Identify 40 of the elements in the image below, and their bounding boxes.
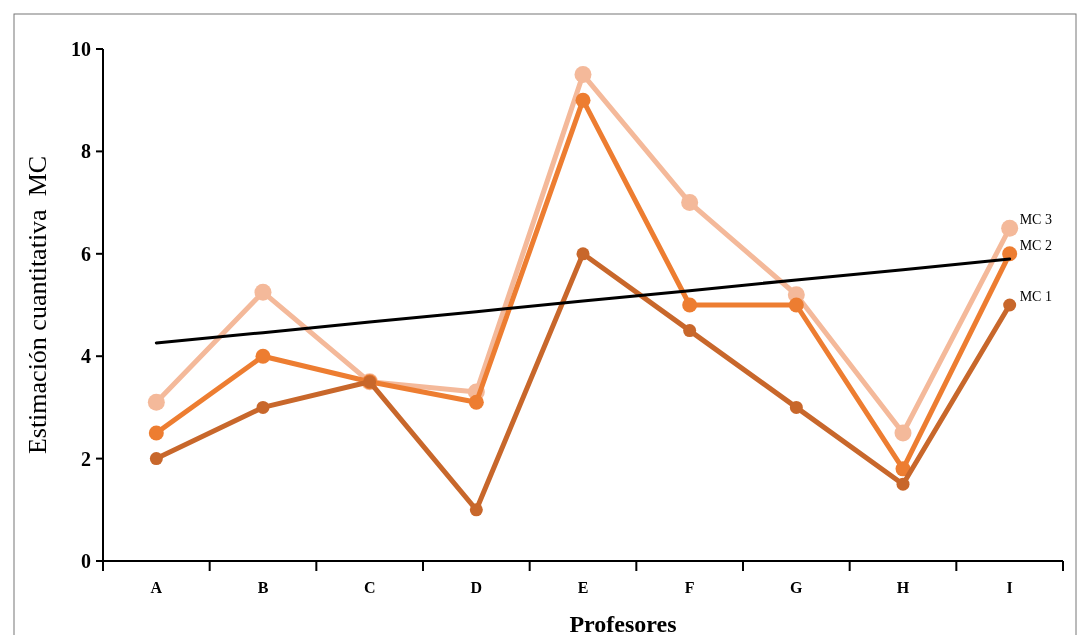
x-tick-label: E	[577, 579, 589, 596]
x-tick-label: B	[257, 579, 269, 596]
y-tick-label: 4	[81, 345, 91, 368]
point	[469, 503, 483, 517]
point	[574, 66, 592, 84]
x-tick-label: A	[150, 579, 163, 596]
point	[1003, 298, 1017, 312]
point	[896, 477, 910, 491]
point	[255, 348, 271, 364]
x-tick-label: F	[684, 579, 695, 596]
point	[575, 92, 591, 108]
point	[148, 425, 164, 441]
point	[682, 297, 698, 313]
x-tick-label: D	[470, 579, 483, 596]
y-tick-label: 0	[81, 550, 91, 572]
series-label: MC 3	[1019, 212, 1052, 228]
point	[788, 297, 804, 313]
y-tick-label: 6	[81, 242, 91, 265]
point	[681, 194, 699, 212]
point	[149, 452, 163, 466]
x-axis-title: Profesores	[569, 611, 677, 635]
series-label: MC 2	[1019, 237, 1052, 253]
x-tick-label: G	[790, 579, 804, 596]
point	[894, 424, 912, 442]
point	[576, 247, 590, 261]
y-tick-label: 10	[71, 38, 91, 60]
point	[789, 400, 803, 414]
x-tick-label: C	[363, 579, 376, 596]
point	[683, 324, 697, 338]
x-tick-label: I	[1006, 579, 1013, 596]
y-tick-label: 8	[81, 140, 91, 163]
point	[468, 394, 484, 410]
point	[256, 400, 270, 414]
series-label: MC 1	[1019, 289, 1052, 304]
y-tick-label: 2	[81, 447, 91, 470]
point	[147, 393, 165, 411]
point	[254, 283, 272, 301]
y-axis-title: Estimación cuantitativa MC	[23, 155, 52, 455]
point	[1001, 219, 1019, 237]
x-tick-label: H	[896, 579, 910, 596]
